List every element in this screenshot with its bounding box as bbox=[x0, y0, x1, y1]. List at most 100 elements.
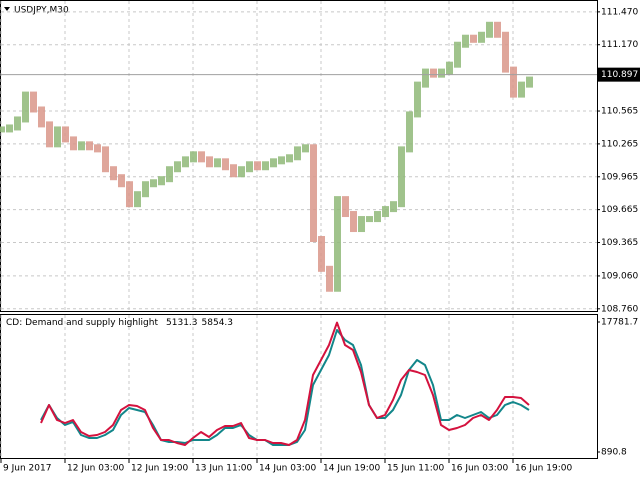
price-bar bbox=[390, 201, 397, 213]
x-tick-label: 14 Jun 03:00 bbox=[259, 464, 316, 474]
price-bar bbox=[294, 146, 301, 161]
x-tick-label: 15 Jun 11:00 bbox=[387, 464, 444, 474]
y-tick-label: 108.760 bbox=[601, 304, 638, 314]
x-tick-label: 16 Jun 19:00 bbox=[515, 464, 572, 474]
price-bar bbox=[302, 144, 309, 153]
current-price-label: 110.897 bbox=[601, 70, 638, 80]
x-tick-label: 9 Jun 2017 bbox=[3, 464, 51, 474]
price-bar bbox=[110, 166, 117, 181]
price-bar bbox=[70, 136, 77, 151]
price-bar bbox=[422, 68, 429, 88]
price-bar bbox=[430, 68, 437, 78]
main-panel bbox=[0, 0, 598, 312]
x-tick-label: 16 Jun 03:00 bbox=[451, 464, 508, 474]
chart-title: USDJPY,M30 bbox=[14, 6, 69, 16]
price-bar bbox=[398, 146, 405, 208]
price-bar bbox=[478, 31, 485, 43]
y-tick-label: 110.565 bbox=[601, 107, 638, 117]
price-bar bbox=[326, 265, 333, 292]
price-bar bbox=[6, 124, 13, 133]
price-bar bbox=[342, 196, 349, 218]
price-bar bbox=[150, 179, 157, 188]
price-bar bbox=[30, 91, 37, 113]
price-bar bbox=[510, 66, 517, 98]
indicator-value: 5854.3 bbox=[202, 318, 234, 328]
price-bar bbox=[190, 151, 197, 163]
price-bar bbox=[366, 216, 373, 223]
price-bar bbox=[446, 61, 453, 75]
y-tick-label: 109.365 bbox=[601, 238, 638, 248]
price-bar bbox=[78, 141, 85, 151]
y-tick-label: 890.8 bbox=[601, 448, 627, 458]
indicator-name: CD: Demand and supply highlight bbox=[6, 318, 158, 328]
price-bar bbox=[518, 81, 525, 98]
indicator-panel bbox=[0, 314, 598, 459]
price-bar bbox=[46, 121, 53, 148]
price-bar bbox=[318, 236, 325, 272]
indicator-value: 5131.3 bbox=[166, 318, 198, 328]
price-bar bbox=[502, 31, 509, 73]
price-bar bbox=[270, 158, 277, 168]
price-bar bbox=[262, 161, 269, 171]
y-tick-label: 111.470 bbox=[601, 7, 638, 17]
price-bar bbox=[470, 34, 477, 43]
price-bar bbox=[22, 91, 29, 123]
price-bar bbox=[158, 176, 165, 186]
price-bar bbox=[286, 154, 293, 163]
price-bar bbox=[438, 68, 445, 78]
price-bar bbox=[334, 196, 341, 292]
price-bar bbox=[142, 181, 149, 198]
price-bar bbox=[166, 166, 173, 183]
price-bar bbox=[222, 158, 229, 171]
price-bar bbox=[134, 191, 141, 208]
current-price-box bbox=[598, 67, 640, 82]
price-bar bbox=[126, 181, 133, 208]
indicator-line bbox=[40, 321, 530, 446]
price-bar bbox=[310, 144, 317, 243]
price-bar bbox=[174, 161, 181, 173]
price-bar bbox=[406, 111, 413, 153]
price-bar bbox=[358, 216, 365, 233]
price-bar bbox=[254, 161, 261, 171]
price-bar bbox=[230, 164, 237, 178]
price-bar bbox=[246, 161, 253, 173]
y-tick-label: 111.170 bbox=[601, 40, 638, 50]
price-bar bbox=[526, 76, 533, 88]
price-bar bbox=[54, 126, 61, 148]
price-bar bbox=[382, 206, 389, 218]
price-bar bbox=[38, 106, 45, 128]
price-bar bbox=[62, 126, 69, 143]
price-bar bbox=[86, 141, 93, 151]
price-bar bbox=[350, 211, 357, 233]
price-bar bbox=[102, 146, 109, 173]
price-bar bbox=[414, 81, 421, 118]
y-tick-label: 109.965 bbox=[601, 172, 638, 182]
price-bar bbox=[454, 41, 461, 68]
y-tick-label: 110.265 bbox=[601, 139, 638, 149]
price-bar bbox=[462, 34, 469, 48]
x-tick-label: 12 Jun 03:00 bbox=[67, 464, 124, 474]
price-bar bbox=[278, 156, 285, 165]
price-bar bbox=[494, 21, 501, 38]
x-tick-label: 13 Jun 11:00 bbox=[195, 464, 252, 474]
price-bar bbox=[214, 158, 221, 168]
y-tick-label: 17781.7 bbox=[601, 318, 638, 328]
x-tick-label: 12 Jun 19:00 bbox=[131, 464, 188, 474]
y-tick-label: 109.665 bbox=[601, 205, 638, 215]
price-bar bbox=[374, 211, 381, 223]
price-bar bbox=[238, 166, 245, 178]
price-bar bbox=[182, 156, 189, 168]
price-bar bbox=[14, 116, 21, 131]
price-bar bbox=[0, 126, 5, 133]
menu-triangle[interactable] bbox=[4, 7, 10, 11]
price-bar bbox=[206, 156, 213, 168]
price-bar bbox=[118, 174, 125, 188]
y-tick-label: 109.060 bbox=[601, 271, 638, 281]
price-bar bbox=[94, 144, 101, 153]
price-bar bbox=[198, 151, 205, 163]
indicator-title: CD: Demand and supply highlight 5131.3 585… bbox=[6, 318, 233, 328]
price-bar bbox=[486, 21, 493, 38]
x-tick-label: 14 Jun 19:00 bbox=[323, 464, 380, 474]
